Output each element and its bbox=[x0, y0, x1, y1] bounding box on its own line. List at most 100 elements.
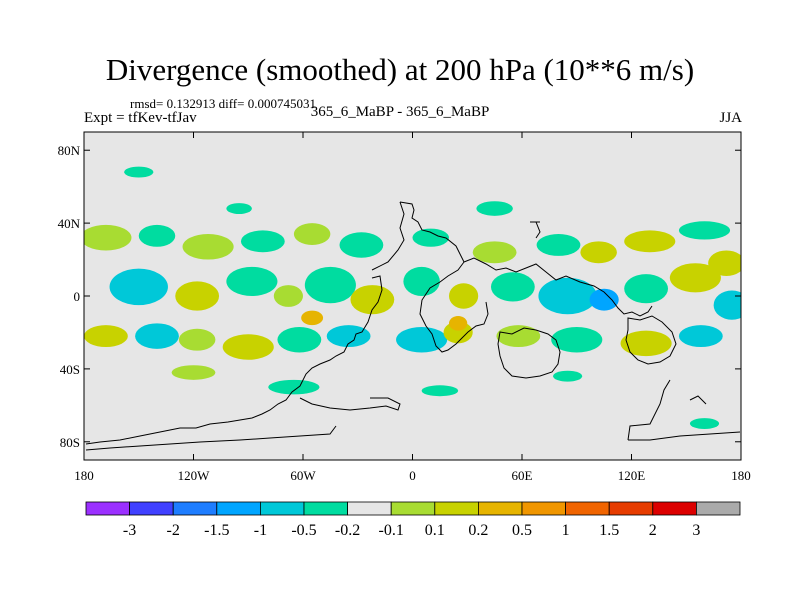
colorbar: -3 -2 -1.5 -1 -0.5 -0.2 -0.1 0.1 0.2 0.5 1 1.5 2 3 bbox=[85, 501, 741, 539]
divergence-blob bbox=[138, 224, 176, 247]
colorbar-label: -0.1 bbox=[379, 522, 404, 539]
colorbar-swatch bbox=[652, 501, 697, 516]
coastline-southern-ocean bbox=[299, 397, 401, 411]
case-label: 365_6_MaBP - 365_6_MaBP bbox=[310, 104, 490, 120]
divergence-blob bbox=[496, 325, 541, 348]
colorbar-label: 0.1 bbox=[425, 522, 445, 539]
divergence-blob bbox=[551, 326, 603, 353]
divergence-blob bbox=[538, 277, 597, 315]
x-tick-label: 60W bbox=[290, 468, 316, 483]
divergence-blob bbox=[240, 230, 285, 253]
x-tick-label: 0 bbox=[409, 468, 416, 483]
colorbar-label: 0.2 bbox=[468, 522, 488, 539]
divergence-blob bbox=[84, 325, 128, 348]
colorbar-swatch bbox=[608, 501, 654, 516]
divergence-blob bbox=[476, 201, 513, 216]
divergence-blob bbox=[536, 234, 581, 256]
divergence-blob bbox=[226, 203, 252, 215]
divergence-blob bbox=[268, 379, 320, 395]
divergence-blob bbox=[222, 334, 274, 360]
colorbar-label: -2 bbox=[167, 522, 180, 539]
colorbar-swatch bbox=[347, 501, 392, 516]
colorbar-swatch bbox=[390, 501, 436, 516]
divergence-blob bbox=[678, 221, 731, 240]
divergence-blob bbox=[182, 234, 234, 260]
divergence-blob bbox=[226, 266, 278, 296]
x-tick-label: 120W bbox=[178, 468, 211, 483]
colorbar-swatch bbox=[216, 501, 261, 516]
divergence-blob bbox=[403, 266, 440, 296]
divergence-blob bbox=[178, 328, 216, 351]
colorbar-label: 1 bbox=[562, 522, 570, 539]
x-tick-label: 60E bbox=[512, 468, 533, 483]
coastline-asia bbox=[463, 257, 653, 317]
divergence-blob bbox=[326, 325, 371, 348]
coastline-europe-africa bbox=[399, 201, 489, 353]
colorbar-swatch bbox=[521, 501, 566, 516]
divergence-blob bbox=[293, 223, 331, 245]
divergence-blob bbox=[624, 230, 676, 253]
chart-title: Divergence (smoothed) at 200 hPa (10**6 … bbox=[105, 52, 695, 87]
divergence-blob bbox=[396, 326, 448, 353]
divergence-blob bbox=[490, 272, 535, 302]
divergence-blob bbox=[620, 330, 672, 357]
divergence-blob bbox=[624, 274, 668, 304]
colorbar-label: -0.5 bbox=[291, 522, 316, 539]
coastline-indian-ocean bbox=[497, 327, 561, 379]
divergence-blob bbox=[84, 224, 132, 251]
divergence-blob bbox=[135, 323, 179, 349]
divergence-blob bbox=[350, 285, 395, 315]
divergence-blob bbox=[580, 241, 617, 264]
colorbar-label: -0.2 bbox=[335, 522, 360, 539]
colorbar-label: 0.5 bbox=[512, 522, 532, 539]
divergence-blob bbox=[124, 166, 154, 178]
divergence-blob bbox=[713, 290, 741, 320]
divergence-blob bbox=[689, 418, 720, 430]
coastlines bbox=[85, 201, 741, 451]
y-tick-label: 0 bbox=[74, 289, 81, 304]
divergence-blob bbox=[412, 228, 449, 247]
divergence-blob bbox=[678, 325, 723, 348]
colorbar-label: -3 bbox=[123, 522, 136, 539]
colorbar-label: 1.5 bbox=[599, 522, 619, 539]
y-tick-label: 80S bbox=[60, 435, 80, 450]
divergence-blob bbox=[589, 288, 619, 311]
experiment-label: Expt = tfKev-tfJav bbox=[84, 110, 197, 126]
season-label: JJA bbox=[719, 110, 742, 126]
x-tick-label: 180 bbox=[74, 468, 94, 483]
colorbar-swatch bbox=[477, 501, 523, 516]
colorbar-swatch bbox=[434, 501, 479, 516]
divergence-blob bbox=[449, 283, 479, 309]
divergence-blob bbox=[304, 266, 356, 304]
colorbar-swatch bbox=[259, 501, 305, 516]
x-axis: 180 120W 60W 0 60E 120E 180 bbox=[74, 132, 751, 483]
y-tick-label: 80N bbox=[58, 143, 81, 158]
divergence-blob bbox=[273, 285, 303, 307]
divergence-blob bbox=[339, 232, 384, 258]
divergence-field bbox=[84, 166, 741, 430]
coastline-americas bbox=[85, 275, 383, 445]
colorbar-swatch bbox=[129, 501, 174, 516]
colorbar-label: -1.5 bbox=[204, 522, 229, 539]
divergence-blob bbox=[421, 385, 459, 397]
colorbar-label: 2 bbox=[649, 522, 657, 539]
coastline-arctic-boundary bbox=[371, 201, 541, 271]
divergence-blob bbox=[553, 370, 583, 382]
coastline-antarctic bbox=[85, 379, 741, 451]
colorbar-label: -1 bbox=[254, 522, 267, 539]
colorbar-swatch bbox=[303, 501, 348, 516]
divergence-blob bbox=[669, 263, 721, 293]
y-tick-label: 40S bbox=[60, 362, 80, 377]
colorbar-label: 3 bbox=[692, 522, 700, 539]
colorbar-swatch bbox=[696, 501, 741, 516]
divergence-blob bbox=[449, 316, 468, 331]
divergence-blob bbox=[472, 241, 517, 264]
divergence-blob bbox=[301, 310, 324, 326]
divergence-blob bbox=[175, 281, 220, 311]
colorbar-swatch bbox=[565, 501, 610, 516]
y-tick-label: 40N bbox=[58, 216, 81, 231]
divergence-blob bbox=[171, 365, 216, 380]
divergence-blob bbox=[109, 268, 168, 306]
colorbar-swatch bbox=[172, 501, 218, 516]
